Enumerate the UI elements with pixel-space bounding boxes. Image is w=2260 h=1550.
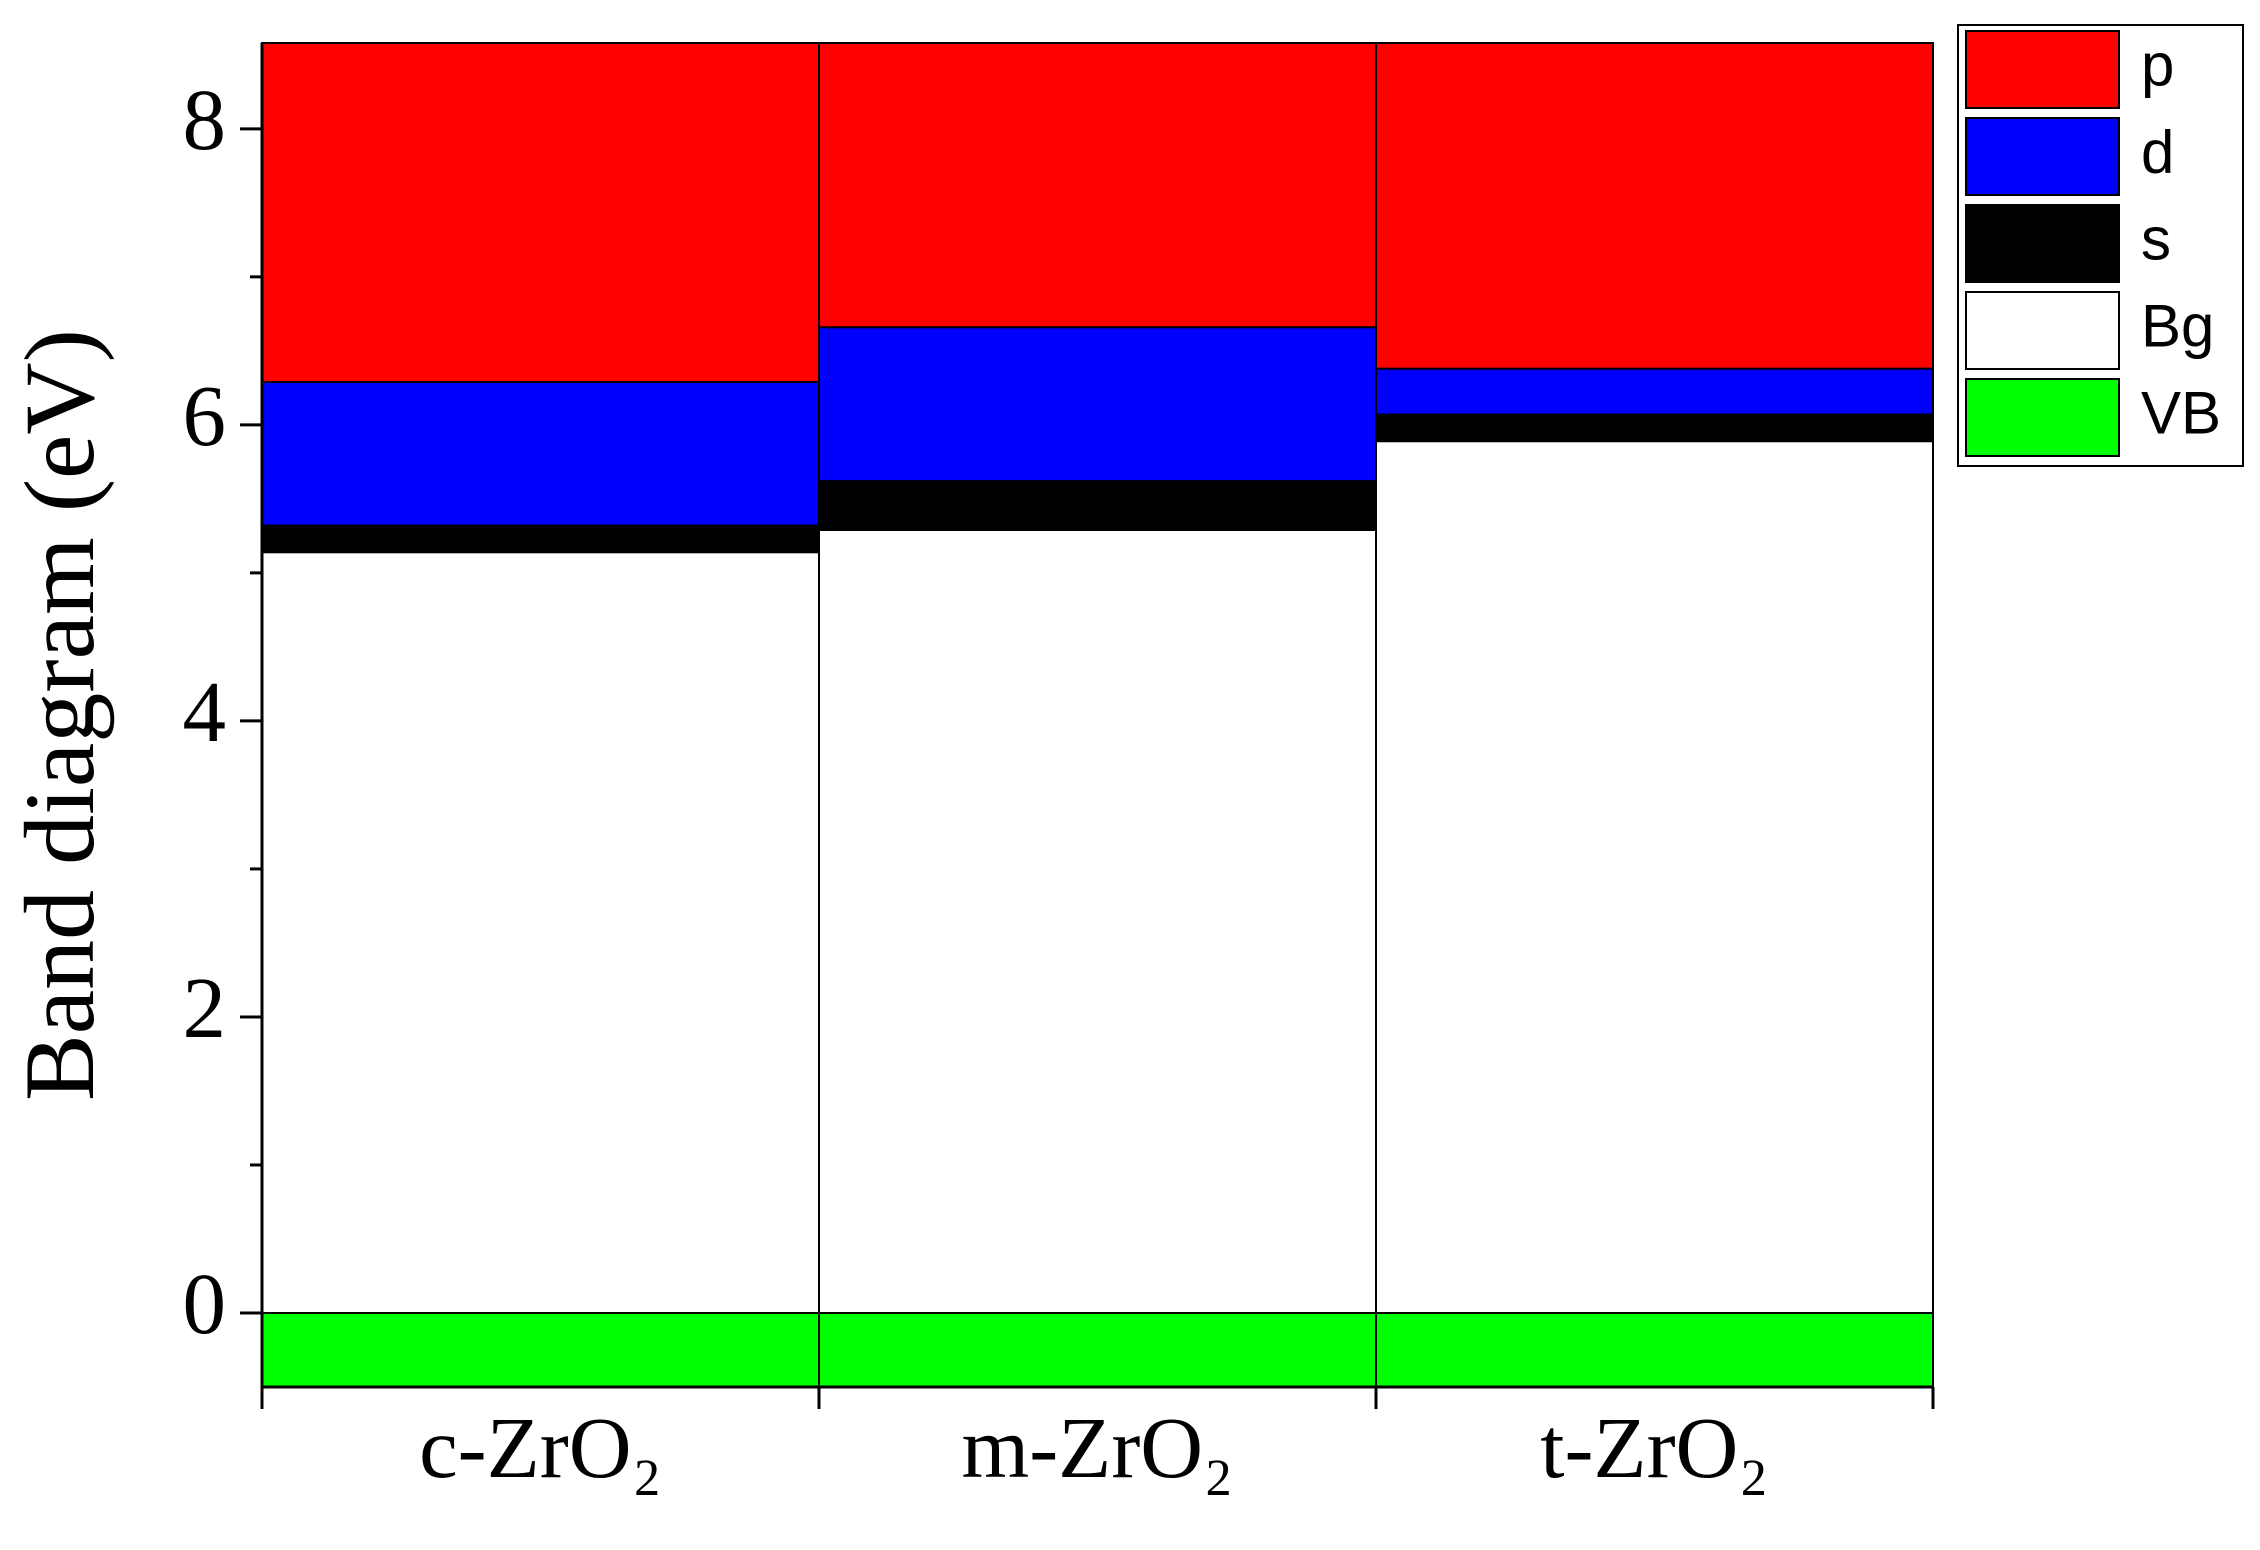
legend-swatch bbox=[1965, 30, 2120, 109]
bar-segment bbox=[261, 524, 820, 554]
legend-label: p bbox=[2141, 31, 2174, 98]
bar-segment bbox=[1375, 42, 1934, 370]
bar-segment bbox=[1375, 367, 1934, 416]
bar-segment bbox=[818, 42, 1377, 329]
y-tick-label: 8 bbox=[183, 71, 227, 168]
x-tick-label: t-ZrO₂ bbox=[1540, 1399, 1768, 1496]
x-tick-label: m-ZrO₂ bbox=[962, 1399, 1234, 1496]
y-tick-label: 0 bbox=[183, 1255, 227, 1352]
y-tick-label: 4 bbox=[183, 663, 227, 760]
legend-label: VB bbox=[2141, 379, 2221, 446]
legend-swatch bbox=[1965, 291, 2120, 370]
bar-segment bbox=[818, 1311, 1377, 1389]
legend-label: s bbox=[2141, 205, 2171, 272]
legend-swatch bbox=[1965, 117, 2120, 196]
bar-segment bbox=[818, 528, 1377, 1314]
y-tick-label: 6 bbox=[183, 367, 227, 464]
y-axis-label: Band diagram (eV) bbox=[4, 329, 115, 1101]
legend-label: Bg bbox=[2141, 292, 2214, 359]
bar-segment bbox=[1375, 1311, 1934, 1389]
bar-segment bbox=[261, 1311, 820, 1389]
bar-segment bbox=[261, 380, 820, 527]
x-tick-label: c-ZrO₂ bbox=[419, 1399, 662, 1496]
bar-segment bbox=[1375, 440, 1934, 1314]
legend-label: d bbox=[2141, 118, 2174, 185]
bar-segment bbox=[261, 551, 820, 1314]
bar-segment bbox=[1375, 413, 1934, 443]
legend-swatch bbox=[1965, 378, 2120, 457]
bar-segment bbox=[818, 326, 1377, 483]
legend-swatch bbox=[1965, 204, 2120, 283]
y-tick-label: 2 bbox=[183, 959, 227, 1056]
bar-segment bbox=[818, 480, 1377, 531]
bar-segment bbox=[261, 42, 820, 383]
